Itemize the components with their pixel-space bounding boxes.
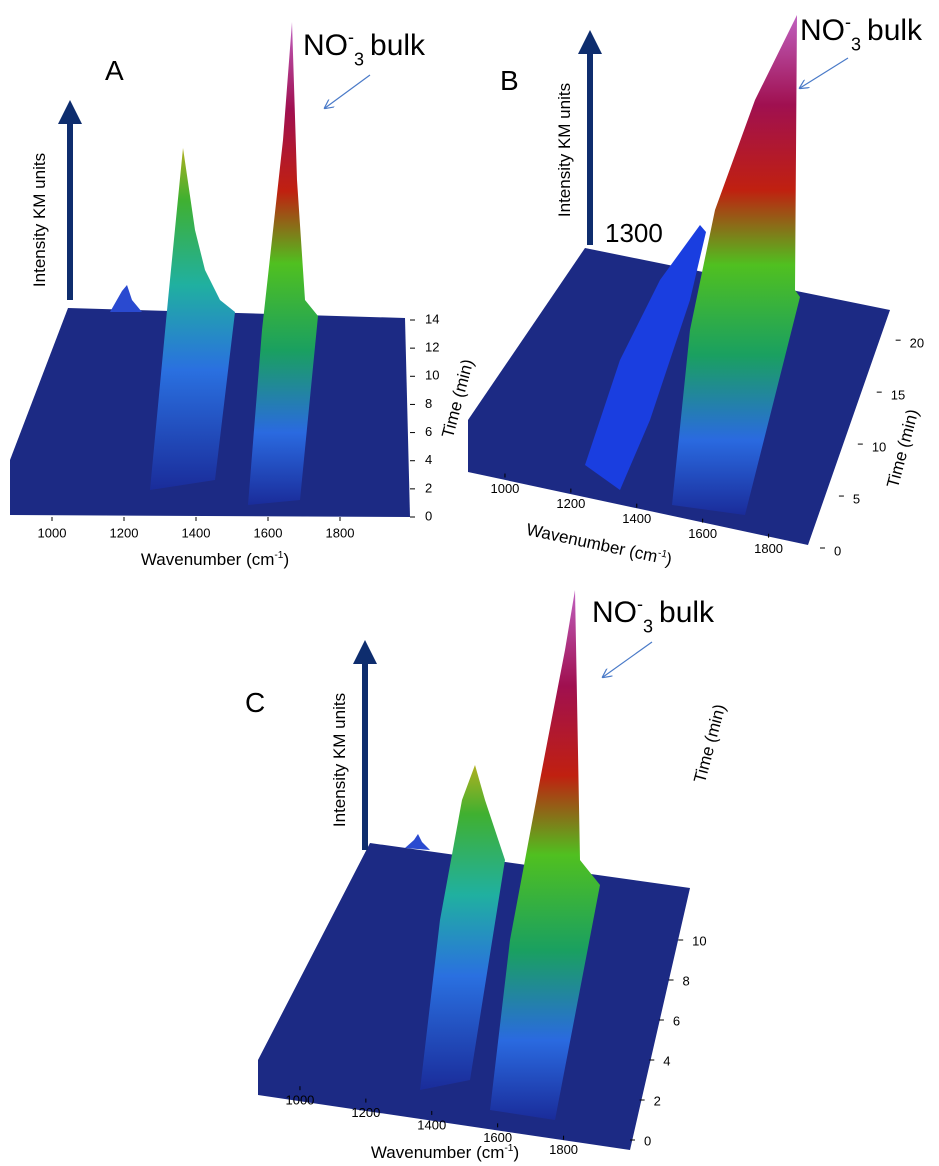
y-tick-label: 6 bbox=[673, 1013, 680, 1028]
y-tick-label: 6 bbox=[425, 424, 432, 439]
annotation-sup: - bbox=[348, 27, 354, 47]
x-axis-title-rest: ) bbox=[513, 1143, 519, 1162]
y-tick-label: 14 bbox=[425, 311, 439, 326]
x-axis-title-rest: ) bbox=[664, 550, 673, 570]
annotation: NO-3 bulk bbox=[592, 594, 715, 637]
y-tick-label: 2 bbox=[425, 480, 432, 495]
y-tick-label: 5 bbox=[853, 491, 860, 506]
x-axis-title: Wavenumber (cm-1) bbox=[371, 1143, 519, 1162]
x-tick-label: 1400 bbox=[417, 1117, 446, 1132]
annotation-sup: - bbox=[637, 594, 643, 614]
annotation-sub: 3 bbox=[643, 617, 653, 637]
z-axis-title: Intensity KM units bbox=[30, 153, 49, 287]
x-tick-label: 1200 bbox=[351, 1105, 380, 1120]
y-tick-label: 8 bbox=[425, 396, 432, 411]
y-tick-label: 0 bbox=[644, 1133, 651, 1148]
panel-label: A bbox=[105, 55, 124, 86]
x-tick-label: 1200 bbox=[556, 496, 585, 511]
y-tick-label: 15 bbox=[891, 388, 905, 403]
annotation-rest: bulk bbox=[659, 596, 715, 629]
x-axis-title-base: Wavenumber (cm bbox=[371, 1143, 505, 1162]
x-tick-label: 1600 bbox=[254, 525, 283, 540]
x-tick-label: 1600 bbox=[688, 526, 717, 541]
z-axis-title: Intensity KM units bbox=[555, 83, 574, 217]
y-tick-label: 12 bbox=[425, 340, 439, 355]
x-tick-label: 1000 bbox=[285, 1093, 314, 1108]
y-tick-label: 10 bbox=[872, 440, 886, 455]
annotation-rest: bulk bbox=[867, 14, 923, 47]
x-axis-title-base: Wavenumber (cm bbox=[525, 520, 660, 566]
x-tick-label: 1800 bbox=[549, 1142, 578, 1157]
annotation-sub: 3 bbox=[851, 35, 861, 55]
annotation-rest: bulk bbox=[370, 29, 426, 62]
panel-label: C bbox=[245, 687, 265, 718]
surface-c bbox=[258, 590, 690, 1150]
annotation-base: NO bbox=[592, 596, 637, 629]
x-axis-title-sup: -1 bbox=[274, 550, 283, 561]
x-tick-label: 1000 bbox=[38, 525, 67, 540]
y-tick-label: 20 bbox=[910, 336, 924, 351]
annotation-base: NO bbox=[303, 29, 348, 62]
y-tick-label: 0 bbox=[834, 543, 841, 558]
x-tick-label: 1800 bbox=[754, 541, 783, 556]
x-axis-title-base: Wavenumber (cm bbox=[141, 550, 275, 569]
z-axis-title: Intensity KM units bbox=[330, 693, 349, 827]
x-axis-title: Wavenumber (cm-1) bbox=[141, 550, 289, 569]
x-axis-title-sup: -1 bbox=[657, 548, 668, 561]
x-axis-title-sup: -1 bbox=[504, 1143, 513, 1154]
surface-b bbox=[468, 15, 890, 545]
y-tick-label: 2 bbox=[654, 1093, 661, 1108]
y-tick-label: 10 bbox=[425, 368, 439, 383]
y-axis-title: Time (min) bbox=[690, 702, 729, 785]
annotation-sub: 3 bbox=[354, 50, 364, 70]
surface-a bbox=[10, 22, 410, 517]
x-tick-label: 1200 bbox=[110, 525, 139, 540]
y-axis-title: Time (min) bbox=[883, 407, 922, 490]
x-axis-title: Wavenumber (cm-1) bbox=[525, 520, 674, 569]
annotation-base: NO bbox=[800, 14, 845, 47]
x-tick-label: 1400 bbox=[622, 511, 651, 526]
annotation: NO-3 bulk bbox=[303, 27, 426, 70]
peak-label: 1300 bbox=[605, 218, 663, 248]
y-tick-label: 10 bbox=[692, 933, 706, 948]
x-tick-label: 1400 bbox=[182, 525, 211, 540]
annotation: NO-3 bulk bbox=[800, 12, 923, 55]
y-tick-label: 4 bbox=[425, 452, 432, 467]
x-tick-label: 1600 bbox=[483, 1130, 512, 1145]
x-tick-label: 1800 bbox=[326, 525, 355, 540]
x-axis-title-rest: ) bbox=[283, 550, 289, 569]
y-tick-label: 4 bbox=[663, 1053, 670, 1068]
x-tick-label: 1000 bbox=[490, 481, 519, 496]
panel-label: B bbox=[500, 65, 519, 96]
annotation-sup: - bbox=[845, 12, 851, 32]
y-tick-label: 8 bbox=[683, 973, 690, 988]
y-tick-label: 0 bbox=[425, 508, 432, 523]
